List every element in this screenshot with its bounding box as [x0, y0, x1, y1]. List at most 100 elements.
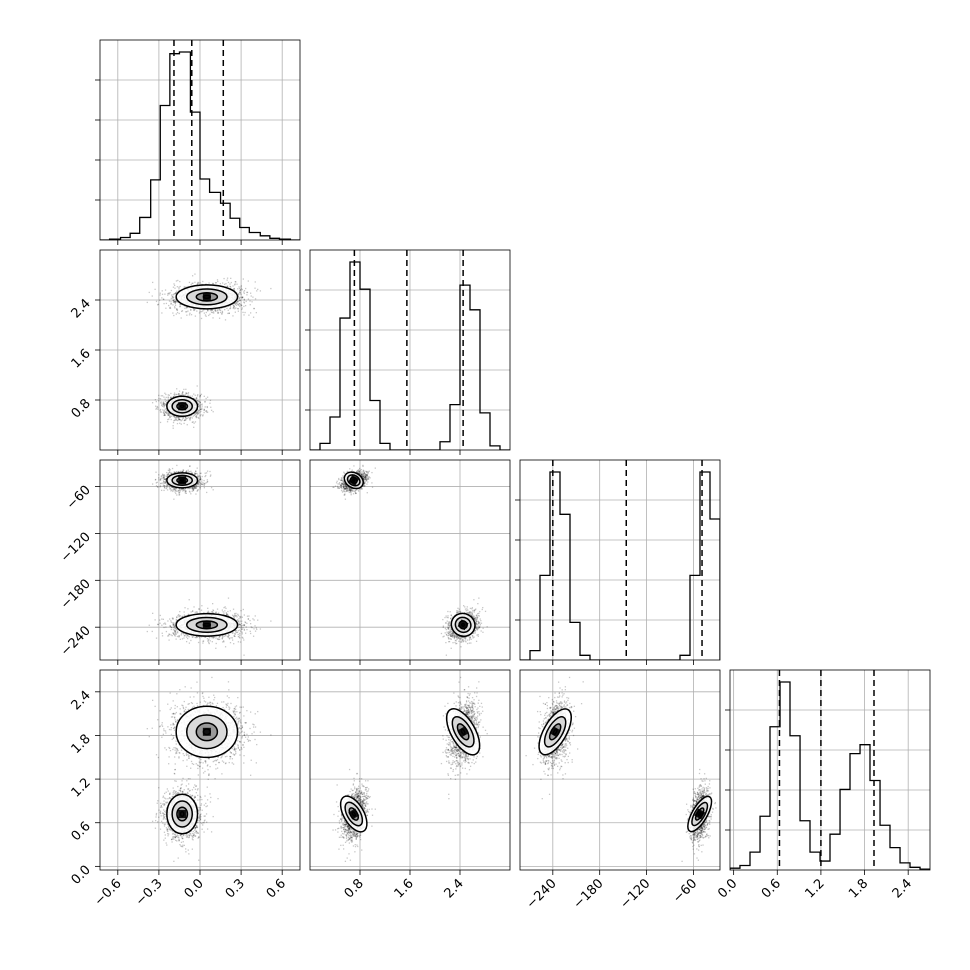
sample-point: [191, 486, 194, 488]
sample-point: [167, 620, 169, 622]
sample-point: [233, 306, 235, 308]
sample-point: [205, 410, 208, 412]
sample-point: [241, 297, 244, 299]
sample-point: [176, 635, 179, 638]
sample-point: [232, 285, 234, 287]
sample-point: [179, 416, 181, 418]
sample-point: [162, 477, 164, 479]
sample-point: [270, 287, 272, 290]
sample-point: [206, 411, 208, 413]
sample-point: [180, 394, 182, 396]
sample-point: [211, 311, 213, 314]
sample-point: [178, 418, 180, 420]
panel-1-1: [305, 249, 511, 455]
sample-point: [197, 483, 199, 485]
sample-point: [239, 616, 241, 618]
sample-point: [226, 613, 229, 615]
sample-point: [172, 396, 174, 398]
sample-point: [199, 396, 201, 398]
sample-point: [170, 626, 172, 628]
sample-point: [191, 395, 193, 397]
sample-point: [166, 421, 169, 423]
sample-point: [241, 631, 243, 633]
sample-point: [189, 418, 191, 420]
sample-point: [199, 476, 201, 479]
sample-point: [197, 416, 199, 419]
sample-point: [182, 391, 184, 393]
sample-point: [199, 415, 202, 417]
sample-point: [270, 620, 272, 622]
sample-point: [197, 394, 199, 396]
sample-point: [161, 635, 164, 637]
sample-point: [146, 301, 148, 304]
sample-point: [242, 608, 244, 611]
sample-point: [166, 414, 169, 416]
sample-point: [224, 606, 226, 608]
sample-point: [188, 490, 191, 492]
sample-point: [170, 396, 173, 399]
sample-point: [170, 294, 173, 296]
sample-point: [163, 406, 165, 408]
sample-point: [178, 393, 180, 395]
sample-point: [208, 642, 210, 645]
sample-point: [232, 315, 234, 317]
sample-point: [233, 305, 235, 307]
sample-point: [241, 616, 244, 618]
sample-point: [173, 488, 176, 490]
sample-point: [172, 627, 174, 629]
sample-point: [201, 407, 203, 409]
sample-point: [175, 487, 177, 489]
sample-point: [175, 299, 177, 302]
sample-point: [164, 408, 166, 410]
sample-point: [179, 615, 181, 617]
sample-point: [192, 636, 194, 638]
sample-point: [206, 411, 209, 413]
sample-point: [164, 402, 166, 405]
sample-point: [175, 490, 177, 492]
sample-point: [170, 297, 172, 300]
sample-point: [185, 388, 187, 390]
sample-point: [212, 612, 215, 614]
sample-point: [191, 275, 194, 277]
sample-point: [172, 632, 174, 634]
sample-point: [241, 633, 243, 635]
sample-point: [239, 624, 241, 626]
sample-point: [182, 417, 184, 419]
sample-point: [178, 287, 180, 290]
sample-point: [243, 314, 245, 316]
y-tick-label: 1.6: [69, 346, 94, 371]
sample-point: [203, 395, 205, 397]
sample-point: [159, 411, 162, 413]
sample-point: [191, 282, 193, 285]
sample-point: [254, 615, 256, 617]
sample-point: [173, 296, 175, 298]
sample-point: [172, 286, 175, 288]
sample-point: [256, 290, 258, 292]
sample-point: [187, 469, 189, 471]
sample-point: [181, 393, 183, 395]
sample-point: [212, 637, 215, 639]
sample-point: [164, 400, 166, 402]
sample-point: [197, 480, 199, 482]
sample-point: [168, 394, 171, 396]
sample-point: [151, 483, 154, 485]
sample-point: [208, 638, 210, 640]
sample-point: [192, 487, 194, 490]
sample-point: [176, 393, 178, 396]
sample-point: [156, 405, 158, 408]
sample-point: [163, 302, 165, 305]
sample-point: [154, 288, 156, 290]
sample-point: [175, 638, 177, 640]
sample-point: [155, 482, 158, 484]
sample-point: [157, 486, 159, 488]
sample-point: [237, 300, 239, 302]
sample-point: [195, 415, 198, 417]
grid: [100, 40, 300, 240]
sample-point: [205, 410, 207, 412]
sample-point: [151, 402, 154, 404]
sample-point: [154, 619, 156, 621]
sample-point: [214, 309, 216, 311]
sample-point: [194, 394, 196, 396]
sample-point: [197, 474, 199, 476]
sample-point: [239, 305, 241, 308]
